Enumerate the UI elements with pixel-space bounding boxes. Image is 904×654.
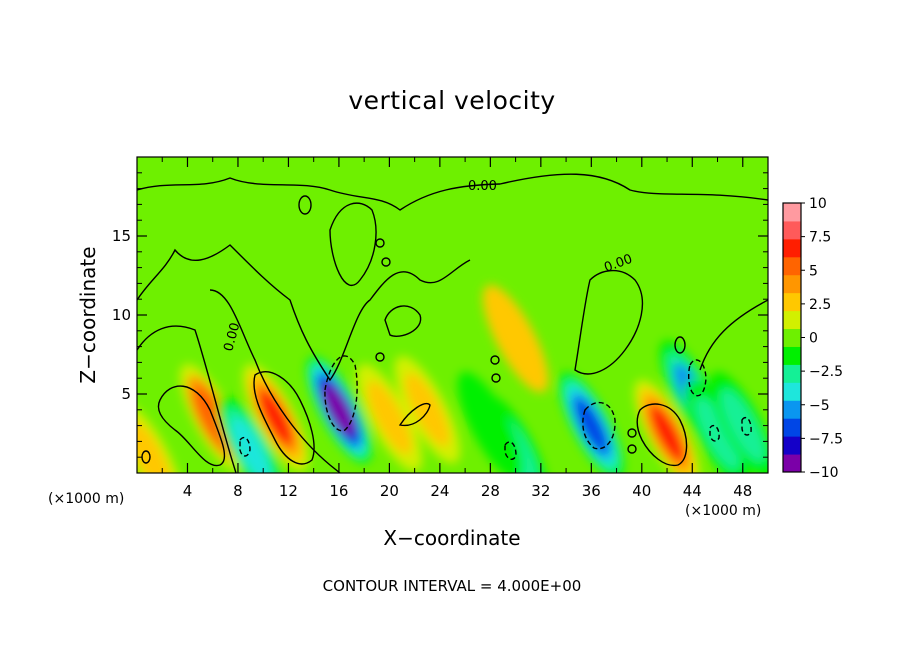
colorbar-swatch — [783, 292, 801, 312]
colorbar-tick-label: −7.5 — [809, 431, 843, 447]
x-unit-label-left: (×1000 m) — [48, 491, 125, 507]
updraft-cell — [404, 373, 450, 447]
contour-zero-loop — [627, 428, 637, 438]
plot-area: 0.00 0.00 0.00 — [137, 157, 768, 473]
contour-zero-loop — [674, 336, 686, 354]
contour-zero-line — [209, 289, 341, 473]
x-tick-label: 20 — [380, 482, 399, 500]
contour-zero-loop — [375, 238, 385, 248]
y-tick-label: 15 — [112, 227, 131, 245]
x-tick-label: 44 — [683, 482, 702, 500]
contour-zero-line — [636, 403, 688, 467]
contour-zero-loop — [298, 195, 312, 215]
colorbar: 10 7.5 5 2.5 0 −2.5 −5 −7.5 −10 — [782, 196, 843, 481]
contour-lines — [137, 173, 768, 473]
x-axis: 4 8 12 16 20 24 28 32 36 40 44 48 — [161, 157, 752, 500]
colorbar-tick-label: −5 — [809, 398, 830, 414]
x-tick-label: 12 — [279, 482, 298, 500]
colorbar-tick-label: 0 — [809, 331, 818, 347]
colorbar-swatch — [783, 364, 801, 383]
x-tick-label: 8 — [233, 482, 243, 500]
contour-zero-loop — [490, 355, 500, 365]
colorbar-swatch — [783, 220, 801, 240]
contour-zero-line — [574, 269, 643, 375]
contour-zero-line — [699, 299, 768, 371]
contour-zero-line — [384, 305, 422, 337]
x-tick-label: 24 — [430, 482, 449, 500]
downdraft-cell — [695, 396, 740, 471]
colorbar-tick-label: 10 — [809, 196, 827, 212]
x-tick-label: 36 — [582, 482, 601, 500]
contour-label: 0.00 — [221, 321, 243, 353]
contour-label: 0.00 — [468, 179, 497, 194]
colorbar-tick-label: −10 — [809, 465, 839, 481]
colorbar-swatch — [783, 203, 801, 222]
y-tick-label: 10 — [112, 306, 131, 324]
contour-zero-line — [398, 403, 431, 427]
contour-negative-line — [687, 359, 707, 397]
downdraft-cell — [720, 388, 766, 463]
updraft-cell — [649, 405, 685, 462]
colorbar-swatch — [783, 382, 801, 401]
updraft-cell — [482, 284, 549, 393]
colorbar-swatch — [783, 436, 801, 455]
x-tick-label: 16 — [329, 482, 348, 500]
updraft-cell — [258, 389, 294, 446]
contour-negative-line — [709, 424, 720, 442]
contour-zero-line — [137, 325, 237, 473]
colorbar-swatch — [783, 454, 801, 473]
colorbar-tick-label: 7.5 — [809, 230, 831, 246]
colorbar-swatch — [783, 256, 801, 276]
colorbar-tick-label: 5 — [809, 263, 818, 279]
colorbar-swatch — [783, 400, 801, 419]
contour-zero-loop — [375, 352, 385, 362]
colorbar-swatch — [783, 238, 801, 258]
x-axis-label: X−coordinate — [383, 526, 521, 550]
downdraft-cell — [457, 371, 524, 473]
contour-negative-line — [239, 436, 251, 457]
contour-interval-note: CONTOUR INTERVAL = 4.000E+00 — [322, 577, 582, 595]
x-tick-label: 4 — [183, 482, 193, 500]
contour-negative-line — [741, 416, 752, 436]
colorbar-tick-label: 2.5 — [809, 297, 831, 313]
x-tick-label: 40 — [632, 482, 651, 500]
contour-zero-line — [253, 371, 315, 465]
contour-zero-loop — [627, 444, 637, 454]
x-tick-label: 32 — [531, 482, 550, 500]
contour-zero-loop — [381, 257, 391, 267]
colorbar-swatch — [783, 274, 801, 294]
downdraft-cell — [323, 385, 354, 435]
x-tick-label: 28 — [481, 482, 500, 500]
colorbar-tick-label: −2.5 — [809, 364, 843, 380]
contour-zero-line — [137, 173, 768, 211]
contour-negative-line — [582, 401, 616, 450]
x-tick-label: 48 — [733, 482, 752, 500]
contour-negative-line — [504, 441, 517, 460]
contour-zero-line — [329, 202, 377, 287]
contour-negative-line — [324, 355, 358, 432]
chart-title: vertical velocity — [348, 86, 556, 115]
downdraft-cell — [575, 399, 608, 453]
colorbar-swatch — [783, 328, 801, 347]
colorbar-swatch — [783, 418, 801, 437]
y-axis: 5 10 15 — [112, 172, 768, 458]
y-tick-label: 5 — [121, 385, 131, 403]
y-axis-label: Z−coordinate — [76, 246, 100, 384]
contour-zero-line — [137, 244, 471, 382]
colorbar-swatch — [783, 310, 801, 330]
colorbar-swatch — [783, 346, 801, 365]
x-unit-label-right: (×1000 m) — [685, 503, 762, 519]
contour-zero-loop — [491, 373, 501, 383]
contour-zero-line — [157, 385, 226, 467]
updraft-cell — [366, 380, 412, 455]
